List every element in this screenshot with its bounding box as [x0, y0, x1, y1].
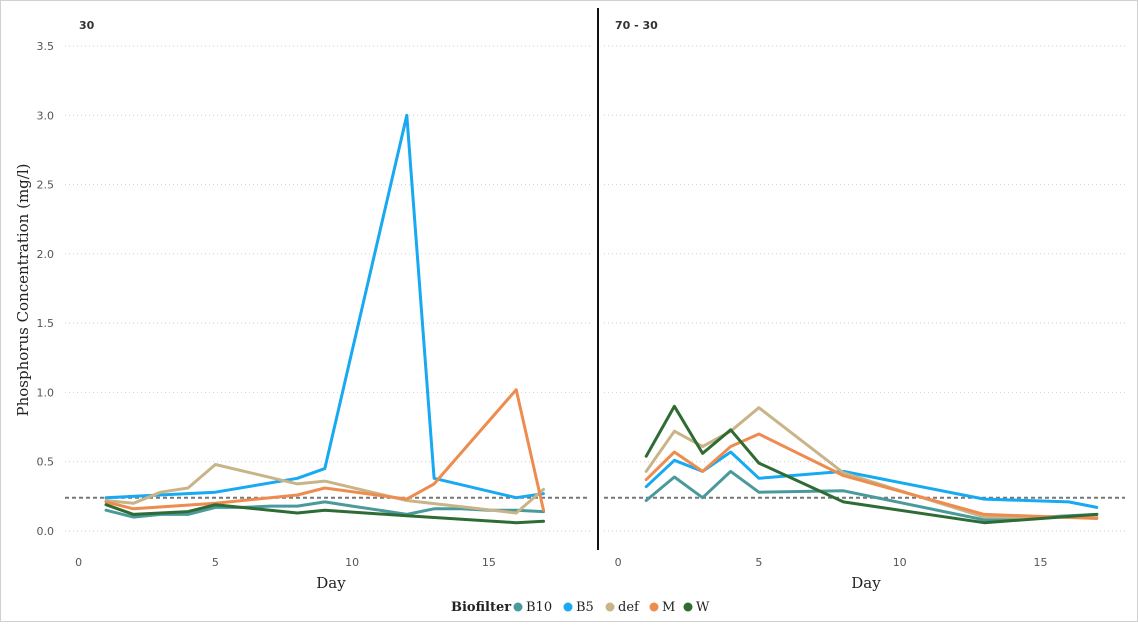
legend-title: Biofilter	[451, 600, 511, 615]
axes-layer: 0.0 0.5 1.0 1.5 2.0 2.5 3.0 3.5 0 5 10 15 0 5 10 15	[37, 40, 1048, 569]
series-line-B5	[644, 450, 1099, 509]
series-layer	[104, 113, 1099, 525]
series-line-M	[104, 388, 545, 512]
legend-marker-def	[605, 602, 615, 612]
x-tick-label: 15	[482, 556, 496, 569]
x-tick-label: 10	[345, 556, 359, 569]
legend-label-W: W	[696, 600, 710, 615]
y-axis-title: Phosphorus Concentration (mg/l)	[14, 164, 32, 417]
legend-label-def: def	[618, 600, 640, 615]
y-tick-label: 0.0	[37, 525, 55, 538]
legend-marker-B10	[513, 602, 523, 612]
legend-label-B10: B10	[526, 600, 552, 615]
panel-title-right: 70 - 30	[615, 19, 658, 32]
series-line-M	[644, 432, 1099, 520]
y-tick-label: 3.5	[37, 40, 55, 53]
series-line-B10	[644, 469, 1099, 522]
x-tick-label: 15	[1034, 556, 1048, 569]
legend: Biofilter B10 B5 def M W	[451, 600, 710, 615]
x-tick-label: 0	[615, 556, 622, 569]
legend-label-M: M	[662, 600, 675, 615]
legend-marker-W	[683, 602, 693, 612]
series-line-W	[104, 503, 545, 525]
series-line-W	[644, 404, 1099, 525]
y-tick-label: 2.0	[37, 248, 55, 261]
x-axis-title-right: Day	[851, 574, 881, 592]
series-line-B5	[104, 113, 545, 500]
y-tick-label: 3.0	[37, 109, 55, 122]
x-axis-title-left: Day	[316, 574, 346, 592]
x-tick-label: 0	[75, 556, 82, 569]
x-tick-label: 5	[212, 556, 219, 569]
x-tick-label: 5	[755, 556, 762, 569]
series-line-def	[104, 463, 545, 515]
y-tick-label: 1.5	[37, 317, 55, 330]
y-tick-label: 2.5	[37, 179, 55, 192]
y-tick-label: 1.0	[37, 386, 55, 399]
legend-marker-M	[649, 602, 659, 612]
x-tick-label: 10	[893, 556, 907, 569]
y-tick-label: 0.5	[37, 456, 55, 469]
legend-label-B5: B5	[576, 600, 594, 615]
series-line-def	[644, 406, 1099, 519]
legend-marker-B5	[563, 602, 573, 612]
panel-title-left: 30	[79, 19, 95, 32]
grid-layer	[65, 45, 1125, 532]
